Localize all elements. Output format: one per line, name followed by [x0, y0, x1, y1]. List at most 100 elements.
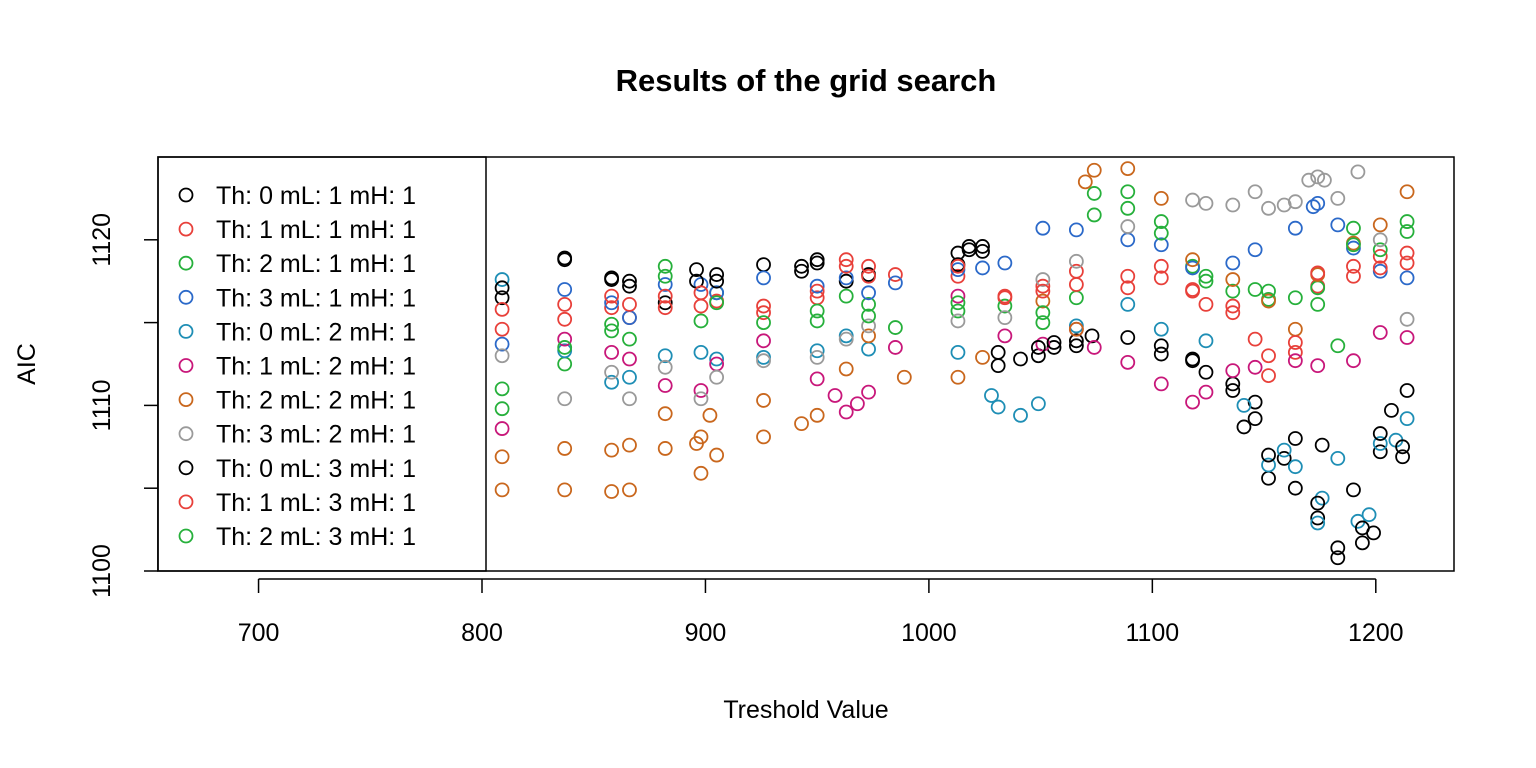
data-point [1198, 333, 1214, 349]
data-point [997, 298, 1013, 314]
legend-marker [178, 392, 194, 408]
data-point [1225, 197, 1241, 213]
data-point [1361, 507, 1377, 523]
data-point [1330, 338, 1346, 354]
data-point [990, 399, 1006, 415]
data-point [756, 257, 771, 273]
data-point [604, 270, 619, 286]
data-point [1035, 220, 1051, 236]
data-point [861, 318, 876, 334]
data-point [990, 345, 1006, 360]
data-point [1225, 298, 1241, 314]
data-point [1372, 426, 1388, 441]
data-point [861, 308, 876, 324]
data-point [1287, 431, 1303, 446]
data-point [838, 252, 854, 268]
data-point [1346, 258, 1361, 274]
data-point [1086, 340, 1102, 355]
data-point [494, 482, 510, 498]
data-point [657, 359, 673, 375]
data-point [1185, 353, 1200, 369]
data-point [1198, 195, 1214, 211]
chart-title: Results of the grid search [616, 63, 997, 98]
data-point [1354, 520, 1370, 536]
legend-marker [178, 494, 194, 510]
data-point [1399, 311, 1415, 327]
data-point [887, 340, 903, 355]
data-point [861, 258, 876, 274]
data-point [1261, 368, 1276, 383]
legend-marker [178, 358, 194, 373]
data-point [950, 345, 966, 360]
data-point [622, 437, 637, 453]
data-point [657, 277, 673, 292]
data-point [657, 406, 673, 422]
data-point [557, 250, 573, 266]
data-point [1261, 457, 1276, 473]
legend-entry: Th: 1 mL: 1 mH: 1 [216, 216, 416, 244]
data-point [1330, 540, 1346, 556]
legend-entry: Th: 0 mL: 2 mH: 1 [216, 318, 416, 346]
data-point [1287, 220, 1303, 236]
data-point [622, 296, 637, 312]
data-point [997, 328, 1013, 344]
data-point [494, 449, 510, 465]
data-point [756, 315, 771, 331]
data-point [604, 442, 619, 458]
data-point [1153, 190, 1169, 206]
data-point [838, 288, 854, 304]
data-point [657, 295, 673, 311]
data-point [1120, 268, 1136, 284]
data-point [604, 484, 619, 499]
data-point [1198, 296, 1214, 312]
data-point [1314, 490, 1330, 506]
data-point [1185, 282, 1200, 297]
data-point [1153, 376, 1169, 392]
legend-box [157, 156, 487, 572]
data-point [622, 351, 637, 367]
data-point [494, 272, 510, 287]
data-point [693, 429, 709, 445]
data-point [1153, 237, 1169, 253]
x-axis-label: Treshold Value [723, 696, 888, 724]
data-point [1225, 255, 1241, 271]
data-point [827, 388, 843, 403]
data-point [1287, 345, 1303, 360]
legend-entry: Th: 2 mL: 3 mH: 1 [216, 523, 416, 551]
data-point [1013, 351, 1028, 367]
data-point [1068, 253, 1084, 269]
data-point [1310, 296, 1326, 312]
data-point [1399, 255, 1415, 271]
data-point [990, 358, 1006, 374]
data-point [794, 258, 809, 274]
legend-entry: Th: 1 mL: 3 mH: 1 [216, 489, 416, 517]
data-point [1247, 359, 1263, 375]
data-point [1153, 270, 1169, 286]
data-point [1153, 346, 1169, 362]
data-point [1399, 184, 1415, 200]
plot-frame [157, 156, 1455, 572]
data-point [1236, 397, 1252, 413]
data-point [950, 313, 966, 329]
data-point [622, 391, 637, 407]
data-point [1350, 164, 1366, 180]
data-point [1086, 162, 1102, 178]
data-point [1261, 293, 1276, 309]
legend-entry: Th: 2 mL: 1 mH: 1 [216, 250, 416, 278]
legend-marker [178, 221, 194, 237]
data-point [1030, 396, 1046, 412]
data-point [557, 391, 573, 407]
data-point [1314, 437, 1330, 453]
data-point [1247, 331, 1263, 347]
data-point [557, 441, 573, 456]
data-point [1153, 258, 1169, 274]
data-point [1399, 270, 1415, 286]
data-point [1068, 277, 1084, 292]
data-point [657, 288, 673, 304]
data-point [1399, 411, 1415, 427]
data-point [1120, 200, 1136, 216]
data-point [997, 310, 1013, 326]
data-point [838, 331, 854, 347]
data-point [709, 295, 725, 311]
data-point [1035, 336, 1051, 352]
